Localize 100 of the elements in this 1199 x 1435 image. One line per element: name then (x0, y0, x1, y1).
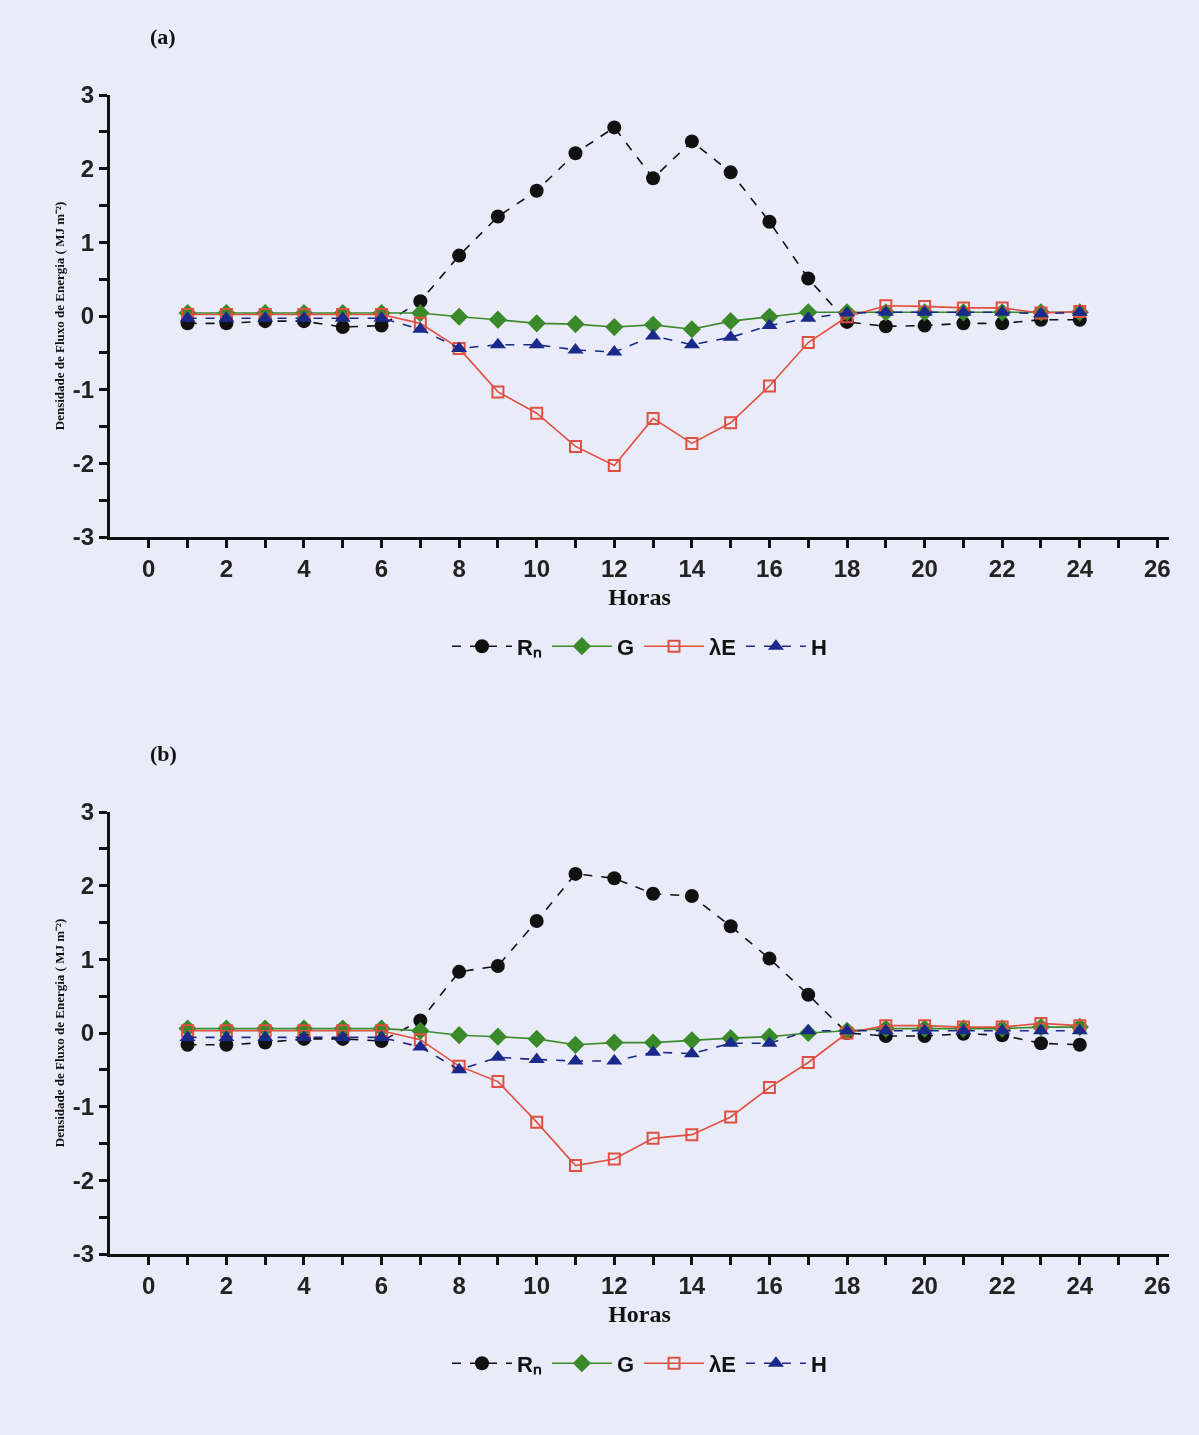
y-axis-title: Densidade de Fluxo de Energia ( MJ m⁻²) (51, 918, 67, 1148)
x-tick-label: 12 (600, 1271, 628, 1299)
point (683, 1046, 700, 1058)
x-tick-label: 4 (297, 554, 312, 582)
chart-title: (b) (149, 741, 177, 767)
point (1071, 1023, 1088, 1035)
point (645, 328, 662, 340)
y-tick-label: -2 (72, 449, 95, 477)
legend-label: G (616, 634, 635, 660)
legend-label: λE (709, 634, 736, 660)
y-tick-label: 3 (80, 798, 95, 826)
x-tick-label: 24 (1066, 554, 1094, 582)
point (607, 120, 622, 135)
point (878, 319, 893, 334)
point (450, 1026, 469, 1045)
legend-label: Rₙ (517, 1351, 542, 1377)
point (530, 406, 544, 420)
point (1034, 1016, 1048, 1030)
point (607, 459, 621, 473)
point (801, 987, 816, 1002)
point (723, 919, 738, 934)
point (682, 320, 701, 339)
point (529, 914, 544, 929)
point (916, 1023, 933, 1035)
point (605, 317, 624, 337)
point (685, 1128, 699, 1142)
x-tick-label: 16 (756, 554, 783, 582)
y-tick-label: -3 (72, 523, 95, 551)
point (530, 1115, 544, 1129)
point (566, 1035, 585, 1054)
x-tick-label: 2 (219, 1271, 234, 1299)
point (683, 337, 700, 349)
point (258, 1024, 272, 1038)
point (606, 1053, 623, 1065)
x-tick-label: 18 (833, 1271, 861, 1299)
point (489, 337, 506, 349)
point (682, 1031, 701, 1050)
point (646, 886, 661, 901)
legend-label: H (810, 634, 827, 660)
point (413, 1033, 427, 1047)
point (528, 1052, 545, 1064)
legend-label: Rₙ (517, 634, 542, 660)
y-tick-label: 2 (80, 155, 95, 183)
point (181, 1024, 195, 1038)
point (724, 416, 738, 430)
x-tick-label: 18 (833, 554, 861, 582)
point (721, 312, 740, 331)
y-tick-label: 3 (80, 81, 95, 109)
point (646, 1131, 660, 1145)
point (801, 1055, 815, 1069)
point (643, 315, 663, 334)
x-tick-label: 26 (1144, 1271, 1171, 1299)
point (684, 888, 699, 903)
x-tick-label: 2 (219, 554, 234, 582)
point (490, 209, 505, 224)
point (1072, 1037, 1087, 1052)
point (917, 318, 932, 333)
point (528, 337, 545, 349)
x-tick-label: 20 (911, 554, 938, 582)
point (877, 1023, 894, 1035)
point (527, 1029, 546, 1048)
point (568, 1159, 582, 1173)
point (1034, 1036, 1048, 1051)
y-tick-label: -1 (72, 376, 95, 404)
y-tick-label: 0 (80, 1019, 95, 1047)
point (607, 1152, 621, 1166)
point (762, 214, 777, 229)
y-tick-label: -2 (72, 1166, 95, 1194)
x-tick-label: 14 (678, 554, 706, 582)
point (452, 248, 467, 263)
point (800, 1023, 817, 1035)
point (491, 385, 505, 399)
point (488, 310, 508, 329)
point (375, 1024, 389, 1038)
point (567, 1053, 584, 1065)
point (607, 871, 622, 886)
x-axis-title: Horas (608, 584, 671, 611)
point (413, 316, 427, 330)
point (840, 310, 854, 324)
point (762, 951, 777, 966)
x-tick-label: 22 (988, 1271, 1016, 1299)
x-tick-label: 10 (523, 1271, 551, 1299)
point (452, 964, 467, 979)
point (684, 134, 699, 149)
y-axis-title: Densidade de Fluxo de Energia ( MJ m⁻²) (51, 201, 67, 431)
x-tick-label: 22 (988, 554, 1016, 582)
point (297, 1024, 311, 1038)
point (723, 165, 738, 180)
point (762, 379, 776, 393)
point (529, 183, 544, 198)
x-tick-label: 10 (523, 554, 551, 582)
point (335, 320, 350, 335)
point (450, 307, 469, 326)
chart-title: (a) (149, 24, 176, 50)
y-tick-label: 2 (80, 872, 95, 900)
point (491, 1075, 505, 1089)
point (568, 439, 582, 453)
point (219, 1024, 233, 1038)
x-tick-label: 26 (1144, 554, 1171, 582)
x-tick-label: 8 (452, 1271, 466, 1299)
